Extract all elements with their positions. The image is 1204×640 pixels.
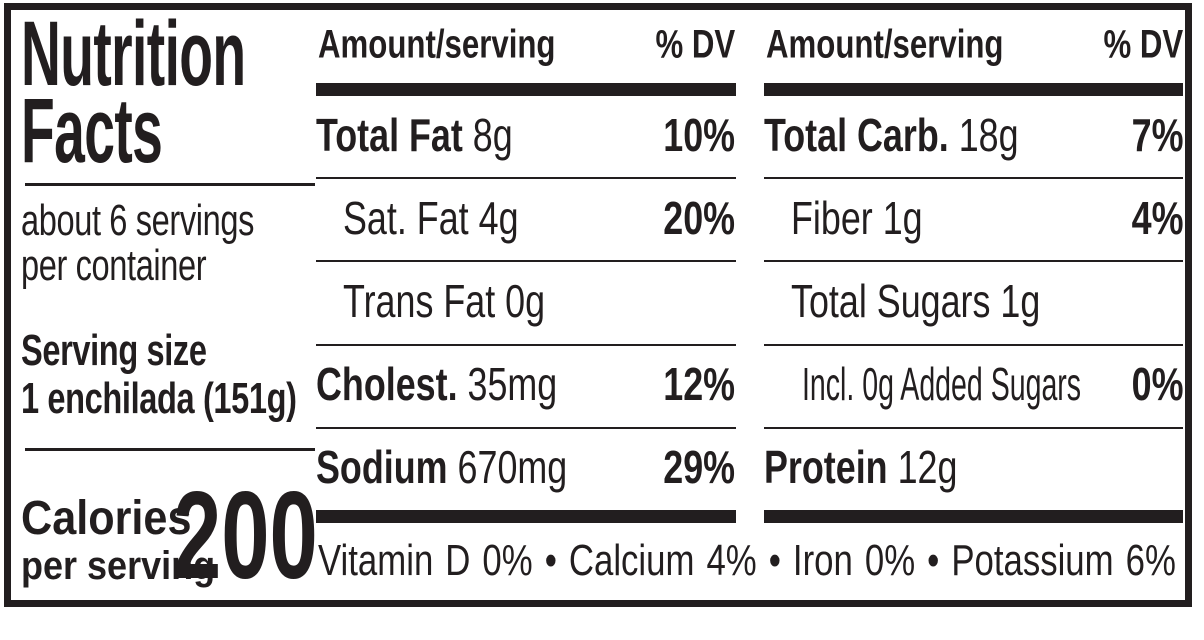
title-line-1: Nutrition bbox=[21, 3, 246, 105]
nutrient-name: Cholest. bbox=[316, 358, 458, 411]
nutrient-name: Total Sugars bbox=[790, 274, 990, 327]
serving-size-label: Serving size bbox=[21, 326, 207, 376]
column-header-amount: Amount/serving bbox=[318, 22, 556, 67]
nutrient-amount: 8g bbox=[462, 108, 513, 161]
label-left-section: Nutrition Facts about 6 servings per con… bbox=[11, 3, 318, 606]
nutrient-name: Sodium bbox=[316, 441, 448, 494]
nutrient-name: Incl. 0g Added Sugars bbox=[801, 358, 1081, 411]
nutrient-name: Total Fat bbox=[316, 108, 463, 161]
column-header-dv: % DV bbox=[655, 22, 736, 67]
nutrient-text: Total Fat 8g bbox=[316, 107, 513, 161]
nutrient-amount: 1g bbox=[989, 274, 1040, 327]
nutrient-row: Cholest. 35mg 12% bbox=[316, 346, 736, 429]
nutrition-facts-title: Nutrition Facts bbox=[21, 3, 315, 183]
nutrient-amount: 12g bbox=[887, 441, 957, 494]
nutrient-amount: 1g bbox=[872, 191, 923, 244]
nutrient-amount: 35mg bbox=[457, 358, 558, 411]
nutrient-name: Total Carb. bbox=[763, 108, 949, 161]
nutrient-row: Sodium 670mg 29% bbox=[316, 429, 736, 510]
column-header-amount: Amount/serving bbox=[765, 22, 1003, 67]
column-header-dv: % DV bbox=[1103, 22, 1183, 67]
nutrient-text: Sat. Fat 4g bbox=[343, 191, 519, 245]
nutrient-amount: 4g bbox=[468, 191, 519, 244]
thick-divider bbox=[763, 510, 1183, 523]
serving-size: Serving size 1 enchilada (151g) bbox=[21, 326, 315, 424]
calories-labels: Calories per serving bbox=[21, 491, 237, 589]
servings-line-1: about 6 servings bbox=[21, 195, 255, 245]
nutrient-row: Total Fat 8g 10% bbox=[316, 96, 736, 180]
nutrient-columns: Amount/serving % DV Total Fat 8g 10% Sat… bbox=[315, 10, 1185, 600]
nutrient-text: Trans Fat 0g bbox=[343, 274, 545, 328]
nutrient-row: Trans Fat 0g bbox=[316, 262, 736, 346]
nutrient-text: Sodium 670mg bbox=[316, 440, 567, 494]
nutrient-amount: 670mg bbox=[447, 441, 568, 494]
thick-divider bbox=[316, 83, 736, 96]
nutrient-dv: 20% bbox=[663, 191, 736, 244]
nutrient-text: Total Carb. 18g bbox=[764, 107, 1019, 161]
nutrient-row: Fiber 1g 4% bbox=[763, 179, 1183, 263]
serving-size-value: 1 enchilada (151g) bbox=[21, 374, 297, 424]
nutrient-dv: 10% bbox=[663, 108, 736, 161]
nutrient-row: Total Sugars 1g bbox=[763, 262, 1183, 346]
calories-section: Calories per serving 200 bbox=[21, 463, 318, 606]
vitamins-footer-text: Vitamin D 0% • Calcium 4% • Iron 0% • Po… bbox=[318, 535, 1176, 585]
calories-sublabel: per serving bbox=[21, 543, 216, 588]
nutrient-text: Fiber 1g bbox=[791, 191, 923, 245]
thick-divider bbox=[763, 83, 1183, 96]
nutrient-amount: 0g bbox=[495, 274, 546, 327]
nutrition-facts-label: Nutrition Facts about 6 servings per con… bbox=[4, 3, 1192, 607]
nutrient-rows: Total Fat 8g 10% Sat. Fat 4g 20% Trans F… bbox=[316, 96, 736, 510]
nutrient-column-1: Amount/serving % DV Total Fat 8g 10% Sat… bbox=[316, 10, 736, 523]
nutrient-row: Protein 12g bbox=[764, 429, 1184, 510]
nutrient-dv: 0% bbox=[1131, 358, 1183, 411]
nutrient-text: Cholest. 35mg bbox=[316, 357, 557, 411]
nutrient-text: Incl. 0g Added Sugars bbox=[802, 357, 1081, 411]
nutrient-column-2: Amount/serving % DV Total Carb. 18g 7% F… bbox=[763, 10, 1184, 523]
nutrient-name: Protein bbox=[763, 441, 888, 494]
divider bbox=[25, 447, 315, 451]
vitamins-footer: Vitamin D 0% • Calcium 4% • Iron 0% • Po… bbox=[316, 523, 1183, 600]
nutrient-name: Trans Fat bbox=[343, 274, 496, 327]
title-line-2: Facts bbox=[21, 80, 163, 183]
calories-value: 200 bbox=[173, 467, 318, 606]
nutrient-name: Fiber bbox=[790, 191, 873, 244]
nutrient-name: Sat. Fat bbox=[343, 191, 469, 244]
calories-label: Calories bbox=[21, 491, 192, 545]
nutrient-dv: 7% bbox=[1131, 108, 1183, 161]
nutrient-row: Total Carb. 18g 7% bbox=[763, 96, 1183, 180]
column-header: Amount/serving % DV bbox=[316, 10, 736, 83]
nutrient-text: Total Sugars 1g bbox=[791, 274, 1040, 328]
divider bbox=[25, 182, 315, 186]
servings-line-2: per container bbox=[21, 241, 207, 291]
servings-per-container: about 6 servings per container bbox=[21, 195, 315, 291]
nutrient-row: Sat. Fat 4g 20% bbox=[316, 179, 736, 263]
thick-divider bbox=[316, 510, 736, 523]
nutrient-row: Incl. 0g Added Sugars 0% bbox=[763, 346, 1183, 429]
column-header: Amount/serving % DV bbox=[764, 10, 1184, 83]
nutrient-dv: 29% bbox=[663, 441, 736, 494]
nutrient-amount: 18g bbox=[948, 108, 1019, 161]
nutrient-rows: Total Carb. 18g 7% Fiber 1g 4% Total Sug… bbox=[763, 96, 1184, 510]
nutrient-dv: 12% bbox=[663, 358, 736, 411]
nutrient-text: Protein 12g bbox=[764, 440, 957, 494]
nutrient-dv: 4% bbox=[1131, 191, 1183, 244]
